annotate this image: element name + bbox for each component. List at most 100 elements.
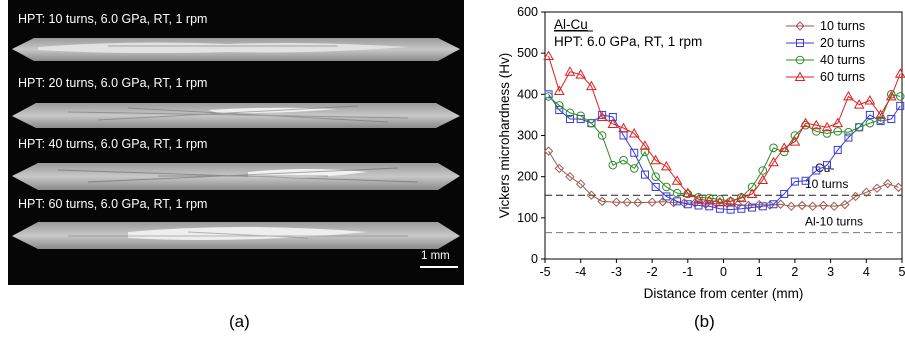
data-point-10-turns: [872, 183, 882, 193]
data-point-20-turns: [673, 197, 682, 206]
data-point-20-turns: [662, 192, 671, 201]
data-point-20-turns: [630, 148, 639, 157]
data-point-10-turns: [797, 200, 807, 211]
reference-label: Al-10 turns: [805, 215, 863, 229]
data-point-40-turns: [651, 172, 660, 181]
data-point-10-turns: [575, 179, 586, 189]
y-tick-label: 0: [531, 252, 538, 266]
data-point-40-turns: [704, 193, 714, 203]
data-point-20-turns: [758, 202, 767, 211]
data-point-40-turns: [876, 115, 885, 125]
data-point-10-turns: [554, 163, 564, 174]
specimen-strip-60-turns: [12, 222, 460, 249]
data-point-10-turns: [818, 200, 829, 211]
strip-label-60-turns: HPT: 60 turns, 6.0 GPa, RT, 1 rpm: [18, 197, 208, 211]
data-point-60-turns: [810, 119, 822, 130]
data-point-10-turns: [775, 199, 786, 209]
y-tick-label: 300: [517, 129, 538, 143]
legend-label-60-turns: 60 turns: [820, 70, 865, 84]
data-point-60-turns: [650, 154, 662, 165]
data-point-60-turns: [543, 50, 554, 61]
data-point-60-turns: [735, 192, 747, 203]
data-point-40-turns: [886, 90, 896, 99]
scale-bar: [420, 266, 458, 268]
chart-axes: -5 -4 -3 -2 -1 0 1 2 3 4 5 0 100 200 300 400 500 600 Dista…: [497, 5, 905, 301]
data-point-20-turns: [694, 201, 703, 210]
data-point-60-turns: [607, 118, 619, 128]
x-tick-label: 0: [720, 265, 727, 279]
data-point-20-turns: [683, 200, 692, 209]
data-point-40-turns: [895, 92, 905, 101]
data-point-20-turns: [887, 115, 896, 124]
data-point-40-turns: [576, 111, 585, 121]
micrograph-panel: HPT: 10 turns, 6.0 GPa, RT, 1 rpm HPT: 2…: [8, 0, 464, 285]
data-point-20-turns: [726, 205, 735, 214]
data-point-60-turns: [789, 136, 801, 146]
x-tick-label: 1: [756, 265, 763, 279]
data-point-20-turns: [833, 145, 842, 154]
data-point-40-turns: [769, 143, 778, 153]
reference-label: 10 turns: [805, 177, 848, 191]
data-point-20-turns: [801, 176, 810, 185]
data-point-60-turns: [768, 156, 779, 167]
data-point-10-turns: [658, 197, 668, 207]
data-point-40-turns: [587, 118, 596, 128]
data-point-60-turns: [661, 160, 672, 171]
data-point-40-turns: [844, 127, 853, 137]
legend-marker-40-turns: [795, 55, 805, 65]
data-point-40-turns: [758, 166, 768, 175]
x-tick-label: -4: [575, 265, 586, 279]
data-point-40-turns: [629, 164, 639, 173]
specimen-strip-20-turns: [12, 103, 460, 128]
data-point-20-turns: [780, 189, 789, 198]
data-point-60-turns: [894, 68, 905, 78]
data-point-20-turns: [790, 177, 799, 186]
y-axis-label: Vickers microhardness (Hv): [497, 53, 512, 219]
data-point-10-turns: [829, 201, 839, 212]
data-point-10-turns: [622, 197, 632, 207]
data-point-60-turns: [682, 187, 694, 198]
data-point-60-turns: [875, 109, 886, 119]
data-point-40-turns: [854, 122, 864, 132]
data-point-60-turns: [639, 140, 651, 150]
strip-label-20-turns: HPT: 20 turns, 6.0 GPa, RT, 1 rpm: [18, 76, 208, 90]
data-point-60-turns: [628, 127, 640, 138]
scale-bar-label: 1 mm: [421, 250, 450, 262]
data-point-60-turns: [853, 99, 865, 109]
data-point-40-turns: [640, 147, 650, 157]
data-point-40-turns: [812, 127, 821, 136]
data-point-20-turns: [823, 161, 832, 170]
data-point-40-turns: [565, 108, 575, 118]
data-point-10-turns: [647, 197, 657, 207]
annotation-material: Al-Cu: [554, 17, 588, 32]
data-point-40-turns: [672, 188, 682, 198]
data-point-40-turns: [833, 127, 843, 136]
y-tick-label: 500: [517, 46, 538, 60]
data-point-60-turns: [703, 195, 715, 205]
data-point-10-turns: [597, 196, 607, 207]
strip-label-10-turns: HPT: 10 turns, 6.0 GPa, RT, 1 rpm: [18, 12, 208, 26]
series-line-60-turns: [548, 55, 901, 203]
chart-legend: 10 turns 20 turns 40 turns 60 turns: [786, 19, 865, 84]
legend-marker-20-turns: [796, 39, 804, 47]
data-point-10-turns: [786, 201, 797, 212]
specimen-strip-40-turns: [12, 163, 460, 190]
data-point-60-turns: [757, 174, 769, 184]
data-point-20-turns: [737, 204, 746, 213]
data-point-40-turns: [608, 160, 618, 170]
data-point-10-turns: [586, 190, 597, 200]
data-point-10-turns: [840, 199, 850, 210]
data-point-40-turns: [662, 182, 671, 192]
data-point-20-turns: [844, 133, 853, 142]
data-point-20-turns: [555, 105, 564, 114]
data-point-60-turns: [800, 117, 811, 128]
data-point-60-turns: [714, 196, 726, 207]
data-point-60-turns: [618, 122, 629, 133]
data-point-60-turns: [671, 175, 683, 185]
data-point-20-turns: [748, 203, 757, 212]
data-point-40-turns: [554, 101, 564, 110]
y-tick-label: 600: [517, 5, 538, 19]
x-tick-label: -5: [539, 265, 550, 279]
legend-marker-10-turns: [795, 21, 805, 31]
data-point-20-turns: [769, 200, 778, 209]
